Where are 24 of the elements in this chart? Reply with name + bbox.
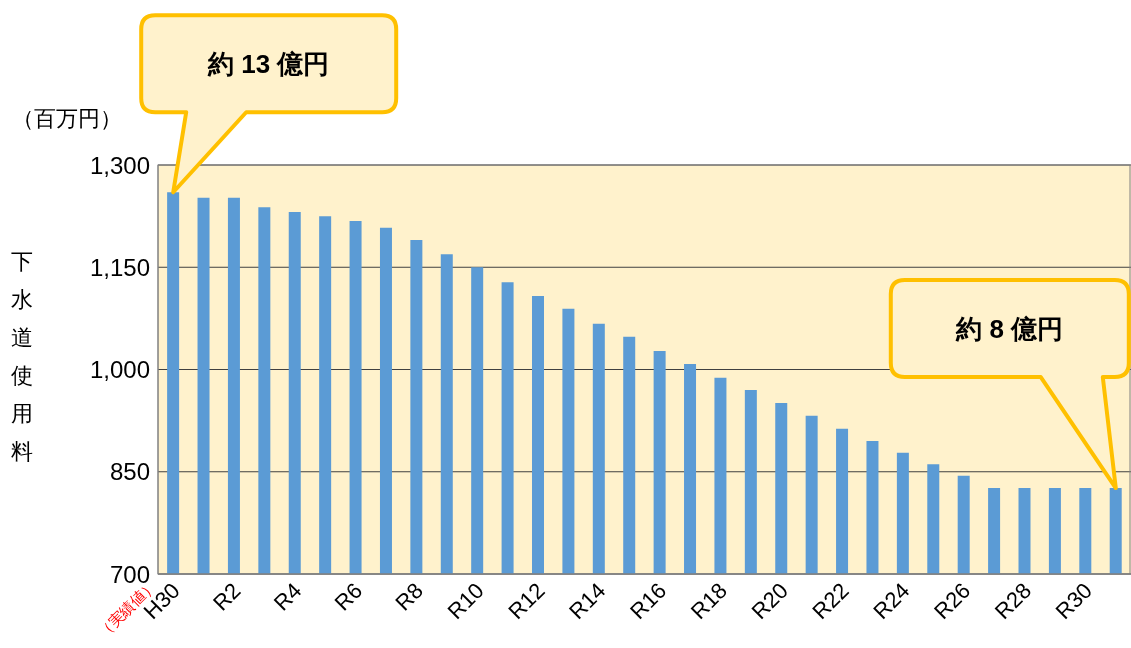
x-tick-label: R6 bbox=[329, 577, 368, 616]
y-tick-label: 1,300 bbox=[89, 151, 150, 179]
x-tick-label: R14 bbox=[564, 577, 611, 625]
y-tick-label: 700 bbox=[109, 560, 150, 588]
x-tick-label: R28 bbox=[989, 577, 1037, 625]
x-tick-label: R10 bbox=[442, 577, 489, 625]
annotation: 約 8 億円 bbox=[955, 313, 1064, 344]
x-tick-label: R16 bbox=[625, 577, 672, 625]
x-tick-label: R12 bbox=[503, 577, 550, 625]
x-tick-label: R8 bbox=[390, 577, 428, 616]
y-tick-label: 850 bbox=[109, 458, 150, 486]
y-tick-label: 1,000 bbox=[89, 356, 150, 384]
text: （百万円） bbox=[12, 105, 122, 133]
x-tick-label: R30 bbox=[1050, 577, 1097, 625]
y-axis-title: 下水道使用料 bbox=[10, 248, 34, 466]
x-tick-label: R26 bbox=[929, 577, 976, 625]
text: 約 13 億円 bbox=[207, 48, 330, 79]
x-tick-label: R20 bbox=[746, 577, 793, 625]
x-tick-label: R2 bbox=[207, 577, 246, 616]
x-tick-label: R24 bbox=[868, 577, 915, 625]
x-tick-label: R22 bbox=[807, 577, 854, 625]
x-tick-label: R18 bbox=[685, 577, 733, 625]
y-tick-label: 1,150 bbox=[89, 253, 150, 281]
x-tick-label: R4 bbox=[268, 577, 307, 616]
